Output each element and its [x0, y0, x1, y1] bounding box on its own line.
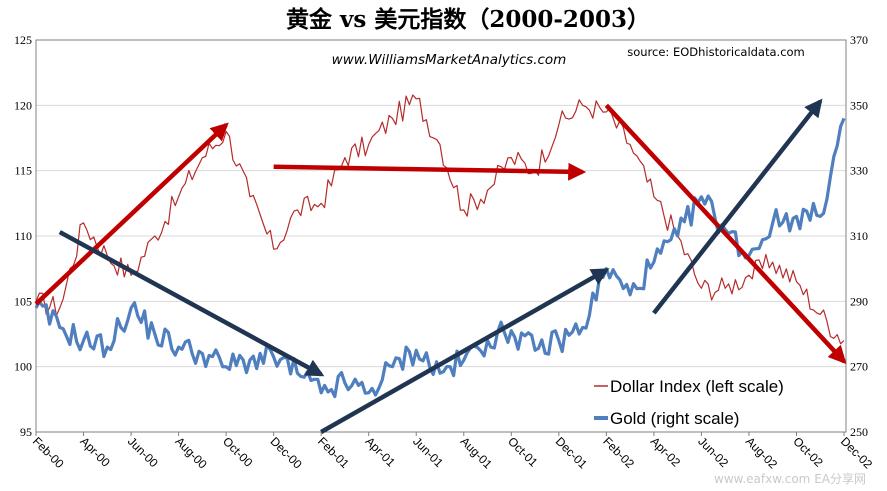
legend: Dollar Index (left scale) Gold (right sc… [594, 377, 784, 428]
legend-label-gold: Gold (right scale) [610, 409, 739, 428]
website-label: www.WilliamsMarketAnalytics.com [332, 52, 567, 68]
legend-label-dollar-index: Dollar Index (left scale) [610, 377, 784, 396]
navy-trend-arrow-3 [58, 230, 325, 377]
chart-title: 黄金 vs 美元指数（2000-2003） [286, 6, 650, 33]
source-label: source: EODhistoricaldata.com [627, 45, 805, 59]
left-axis: 95 100 105 110 115 120 125 [14, 33, 32, 439]
left-tick-label: 95 [20, 425, 32, 439]
left-tick-label: 115 [14, 164, 32, 178]
left-tick-label: 105 [14, 294, 32, 308]
right-axis: 250 270 290 310 330 350 370 [850, 33, 868, 439]
left-tick-label: 110 [14, 229, 32, 243]
watermark: www.eafxw.com EA分享网 [714, 471, 866, 486]
trend-arrows [34, 98, 847, 434]
gold-line [34, 117, 846, 399]
right-tick-label: 290 [850, 294, 868, 308]
right-tick-label: 250 [850, 425, 868, 439]
red-trend-arrow-1 [273, 162, 587, 181]
right-tick-label: 330 [850, 164, 868, 178]
right-tick-label: 270 [850, 360, 868, 374]
dollar-index-line [35, 94, 845, 345]
series-group [34, 94, 846, 399]
right-tick-label: 310 [850, 229, 868, 243]
left-tick-label: 120 [14, 98, 32, 112]
right-tick-label: 370 [850, 33, 868, 47]
navy-trend-arrow-5 [652, 98, 823, 315]
left-tick-label: 125 [14, 33, 32, 47]
left-tick-label: 100 [14, 360, 32, 374]
red-trend-arrow-0 [34, 122, 229, 306]
plot-area [35, 39, 847, 433]
right-tick-label: 350 [850, 98, 868, 112]
red-trend-arrow-2 [604, 103, 847, 365]
navy-trend-arrow-4 [320, 268, 610, 434]
